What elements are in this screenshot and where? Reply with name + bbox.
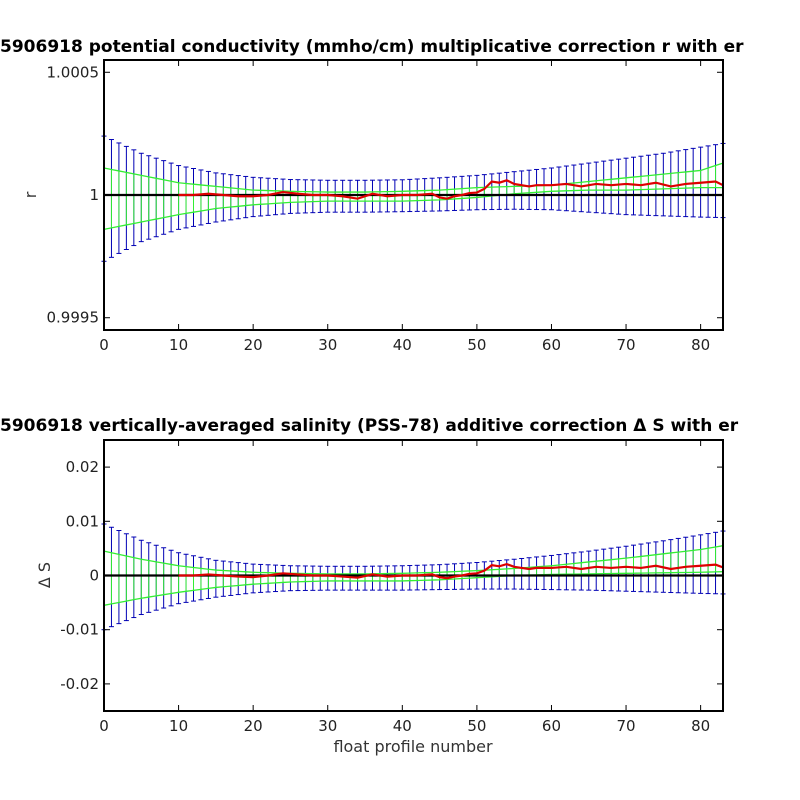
x-axis-label: float profile number bbox=[333, 737, 493, 756]
y-tick-label: 1 bbox=[89, 186, 99, 204]
correction-series-line bbox=[178, 562, 724, 580]
x-tick-label: 40 bbox=[393, 336, 412, 354]
x-tick-label: 70 bbox=[617, 717, 636, 735]
y-tick-label: 0 bbox=[89, 567, 99, 585]
x-tick-label: 30 bbox=[318, 717, 337, 735]
y-axis-label: r bbox=[21, 191, 40, 198]
y-tick-label: -0.01 bbox=[60, 621, 99, 639]
green-envelope-lower bbox=[103, 571, 724, 606]
chart-title: 5906918 potential conductivity (mmho/cm)… bbox=[0, 37, 744, 57]
plot-area bbox=[101, 523, 726, 631]
x-tick-label: 40 bbox=[393, 717, 412, 735]
y-axis-label: Δ S bbox=[35, 562, 54, 588]
x-tick-label: 0 bbox=[99, 717, 109, 735]
x-tick-label: 20 bbox=[244, 336, 263, 354]
y-tick-label: 0.02 bbox=[66, 458, 99, 476]
y-tick-label: 1.0005 bbox=[47, 63, 100, 81]
correction-delta-s-panel: 5906918 vertically-averaged salinity (PS… bbox=[0, 416, 739, 756]
x-tick-label: 10 bbox=[169, 336, 188, 354]
x-tick-label: 0 bbox=[99, 336, 109, 354]
green-envelope-upper bbox=[103, 162, 724, 193]
x-tick-label: 80 bbox=[691, 336, 710, 354]
x-tick-label: 30 bbox=[318, 336, 337, 354]
x-tick-label: 70 bbox=[617, 336, 636, 354]
x-tick-label: 60 bbox=[542, 336, 561, 354]
y-tick-label: -0.02 bbox=[60, 675, 99, 693]
plot-area bbox=[101, 135, 726, 262]
correction-r-panel: 5906918 potential conductivity (mmho/cm)… bbox=[0, 37, 744, 354]
x-tick-label: 80 bbox=[691, 717, 710, 735]
green-envelope-upper bbox=[103, 545, 724, 575]
x-tick-label: 50 bbox=[467, 336, 486, 354]
y-tick-label: 0.01 bbox=[66, 512, 99, 530]
x-tick-label: 10 bbox=[169, 717, 188, 735]
y-tick-label: 0.9995 bbox=[47, 309, 100, 327]
x-tick-label: 20 bbox=[244, 717, 263, 735]
green-envelope-lower bbox=[103, 186, 723, 231]
x-tick-label: 50 bbox=[467, 717, 486, 735]
correction-series-line bbox=[178, 179, 724, 200]
chart-title: 5906918 vertically-averaged salinity (PS… bbox=[0, 416, 739, 436]
x-tick-label: 60 bbox=[542, 717, 561, 735]
